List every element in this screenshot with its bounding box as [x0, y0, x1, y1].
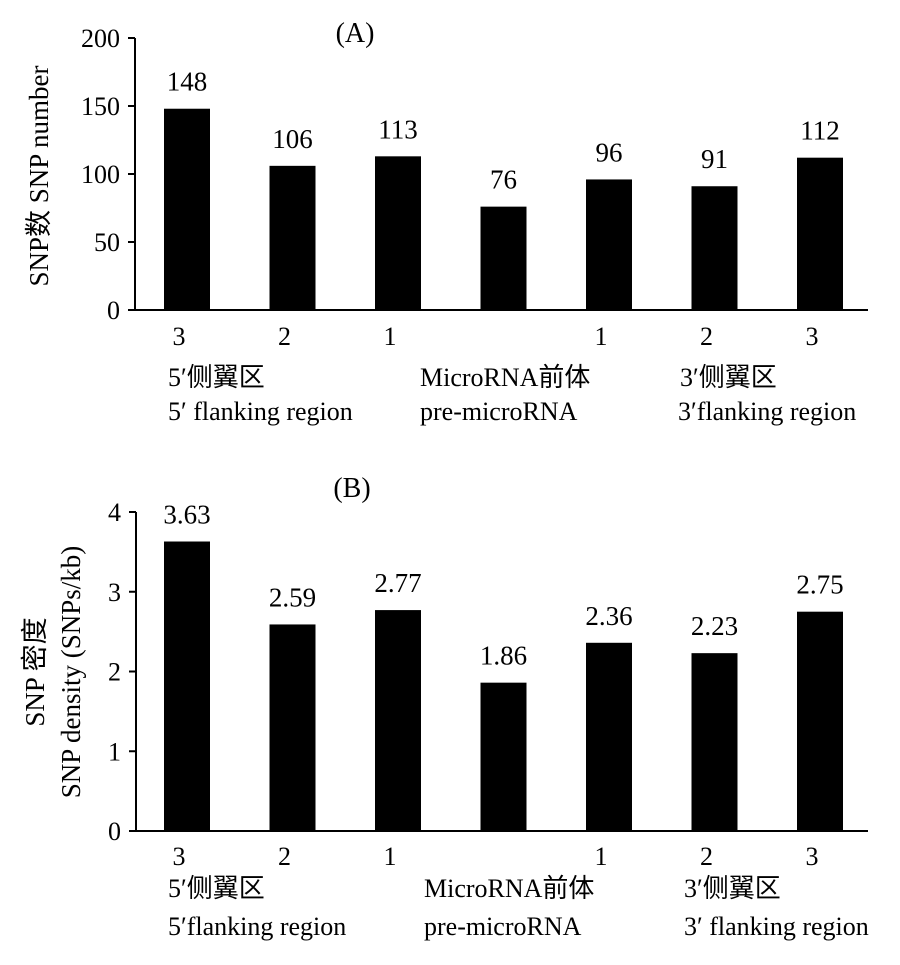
chart-a-group-5-en: 5′ flanking region [168, 397, 353, 426]
chart-b-value-label: 3.63 [163, 500, 210, 530]
chart-b-bar [586, 642, 632, 831]
chart-b-group-3-zh: 3′侧翼区 [684, 874, 781, 903]
chart-a-bar [375, 156, 421, 310]
chart-b-bars [164, 541, 843, 831]
chart-a-y-tick-label: 200 [81, 24, 120, 53]
chart-b-y-tick-label: 2 [108, 658, 121, 687]
chart-b-y-tick-label: 0 [108, 817, 121, 846]
chart-a-x-tick-label: 2 [700, 322, 713, 351]
chart-b-axes: 0 1 2 3 4 [108, 498, 868, 846]
chart-a-x-tick-label: 3 [173, 322, 186, 351]
chart-b-group-pre-en: pre-microRNA [424, 912, 582, 941]
chart-b-x-tick-label: 2 [278, 842, 291, 871]
chart-b-group-labels: 5′侧翼区 5′flanking region MicroRNA前体 pre-m… [168, 874, 869, 941]
chart-b-x-tick-label: 3 [806, 842, 819, 871]
chart-b-x-tick-labels: 3 2 1 1 2 3 [173, 842, 819, 871]
chart-b-y-tick-label: 4 [108, 498, 121, 527]
chart-b-value-label: 2.59 [269, 582, 316, 612]
chart-a-bar [586, 179, 632, 310]
chart-a-bar [480, 206, 527, 310]
chart-a-value-label: 113 [378, 114, 418, 144]
chart-b-value-label: 2.75 [796, 570, 843, 600]
chart-a-group-pre-en: pre-microRNA [420, 397, 578, 426]
chart-a-group-pre-zh: MicroRNA前体 [420, 363, 590, 392]
chart-a-y-tick-label: 150 [81, 92, 120, 121]
chart-b-panel-label: (B) [333, 473, 370, 504]
chart-a-group-3-en: 3′flanking region [678, 397, 856, 426]
chart-b-x-tick-label: 3 [173, 842, 186, 871]
chart-b-bar [375, 610, 421, 831]
chart-a-value-label: 91 [701, 144, 728, 174]
chart-b-value-label: 2.23 [691, 611, 738, 641]
chart-b-value-labels: 3.63 2.59 2.77 1.86 2.36 2.23 2.75 [163, 500, 843, 671]
chart-a-value-labels: 148 106 113 76 96 91 112 [167, 67, 840, 195]
chart-a-value-label: 76 [490, 165, 517, 195]
chart-a-bar [164, 108, 210, 310]
chart-a-bars [164, 108, 843, 310]
chart-b-y-tick-label: 1 [108, 737, 121, 766]
chart-b-x-tick-label: 1 [595, 842, 608, 871]
chart-a-y-tick-label: 50 [94, 228, 120, 257]
chart-b-bar [691, 653, 738, 831]
chart-b-group-pre-zh: MicroRNA前体 [424, 874, 594, 903]
chart-b-x-tick-label: 1 [384, 842, 397, 871]
chart-a-panel-label: (A) [336, 18, 375, 49]
chart-a-y-tick-label: 0 [107, 296, 120, 325]
chart-a-bar [269, 165, 316, 310]
chart-a-x-tick-label: 1 [384, 322, 397, 351]
chart-a-bar [797, 157, 843, 310]
chart-a-value-label: 112 [800, 116, 840, 146]
chart-b-x-tick-label: 2 [700, 842, 713, 871]
chart-a-value-label: 96 [596, 137, 623, 167]
chart-a-value-label: 106 [272, 124, 313, 154]
chart-a-y-axis-title: SNP数 SNP number [24, 65, 54, 286]
chart-b: (B) SNP 密度 SNP density (SNPs/kb) 0 1 2 3 4 3… [20, 473, 869, 941]
chart-a-x-tick-label: 2 [278, 322, 291, 351]
chart-b-value-label: 2.36 [585, 601, 632, 631]
chart-b-y-axis-title-line2: SNP density (SNPs/kb) [56, 546, 86, 799]
chart-a-x-tick-label: 1 [595, 322, 608, 351]
chart-a-value-label: 148 [167, 67, 208, 97]
chart-a-axes: 0 50 100 150 200 [81, 24, 868, 325]
chart-a-bar [691, 186, 738, 310]
chart-a-group-3-zh: 3′侧翼区 [680, 363, 777, 392]
chart-a-group-labels: 5′侧翼区 5′ flanking region MicroRNA前体 pre-… [168, 363, 856, 426]
chart-b-bar [480, 682, 527, 831]
chart-a-group-5-zh: 5′侧翼区 [168, 363, 265, 392]
chart-b-value-label: 2.77 [374, 568, 421, 598]
chart-b-group-5-zh: 5′侧翼区 [168, 874, 265, 903]
chart-b-group-3-en: 3′ flanking region [684, 912, 869, 941]
chart-a-x-tick-labels: 3 2 1 1 2 3 [173, 322, 819, 351]
chart-b-group-5-en: 5′flanking region [168, 912, 346, 941]
chart-b-bar [164, 541, 210, 831]
chart-b-value-label: 1.86 [480, 641, 527, 671]
chart-a-y-tick-label: 100 [81, 160, 120, 189]
chart-b-y-tick-label: 3 [108, 578, 121, 607]
chart-b-bar [269, 624, 316, 831]
chart-b-y-axis-title-line1: SNP 密度 [20, 617, 50, 726]
chart-b-bar [797, 611, 843, 831]
chart-a-x-tick-label: 3 [806, 322, 819, 351]
